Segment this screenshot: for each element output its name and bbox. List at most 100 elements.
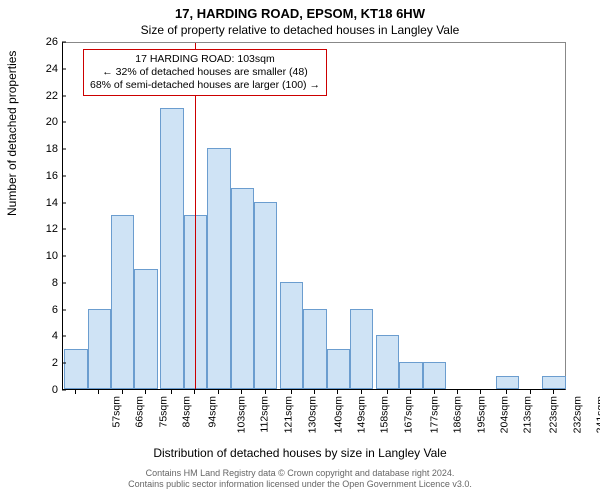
histogram-bar bbox=[327, 349, 350, 389]
x-tick-mark bbox=[506, 390, 507, 394]
y-tick-label: 12 bbox=[28, 223, 58, 235]
x-axis-label: Distribution of detached houses by size … bbox=[0, 446, 600, 460]
y-tick-mark bbox=[62, 68, 66, 69]
x-tick-label: 66sqm bbox=[134, 396, 146, 428]
y-tick-mark bbox=[62, 336, 66, 337]
histogram-bar bbox=[376, 335, 399, 389]
y-tick-mark bbox=[62, 229, 66, 230]
x-tick-mark bbox=[122, 390, 123, 394]
x-tick-mark bbox=[337, 390, 338, 394]
y-tick-mark bbox=[62, 122, 66, 123]
histogram-bar bbox=[496, 376, 519, 389]
x-tick-label: 241sqm bbox=[594, 396, 600, 433]
x-tick-label: 84sqm bbox=[181, 396, 193, 428]
x-tick-label: 130sqm bbox=[306, 396, 318, 433]
y-tick-label: 24 bbox=[28, 63, 58, 75]
x-tick-label: 204sqm bbox=[498, 396, 510, 433]
x-tick-mark bbox=[145, 390, 146, 394]
info-line-2: ← 32% of detached houses are smaller (48… bbox=[90, 66, 320, 79]
reference-info-box: 17 HARDING ROAD: 103sqm ← 32% of detache… bbox=[83, 49, 327, 96]
x-tick-mark bbox=[218, 390, 219, 394]
y-tick-label: 10 bbox=[28, 250, 58, 262]
x-tick-mark bbox=[98, 390, 99, 394]
plot-area: 17 HARDING ROAD: 103sqm ← 32% of detache… bbox=[62, 42, 566, 390]
x-tick-label: 177sqm bbox=[428, 396, 440, 433]
chart-title-sub: Size of property relative to detached ho… bbox=[0, 23, 600, 37]
x-tick-label: 232sqm bbox=[571, 396, 583, 433]
histogram-bar bbox=[542, 376, 565, 389]
x-tick-mark bbox=[457, 390, 458, 394]
histogram-bar bbox=[134, 269, 157, 389]
y-tick-mark bbox=[62, 149, 66, 150]
x-tick-label: 186sqm bbox=[451, 396, 463, 433]
y-tick-mark bbox=[62, 363, 66, 364]
y-tick-label: 22 bbox=[28, 90, 58, 102]
y-tick-mark bbox=[62, 390, 66, 391]
y-tick-label: 20 bbox=[28, 116, 58, 128]
x-tick-mark bbox=[171, 390, 172, 394]
x-tick-mark bbox=[75, 390, 76, 394]
histogram-bar bbox=[303, 309, 326, 389]
y-tick-label: 26 bbox=[28, 36, 58, 48]
property-size-histogram: 17, HARDING ROAD, EPSOM, KT18 6HW Size o… bbox=[0, 0, 600, 500]
y-tick-label: 8 bbox=[28, 277, 58, 289]
x-tick-label: 167sqm bbox=[402, 396, 414, 433]
footer-line-1: Contains HM Land Registry data © Crown c… bbox=[0, 468, 600, 479]
x-tick-mark bbox=[553, 390, 554, 394]
x-tick-label: 57sqm bbox=[111, 396, 123, 428]
chart-title-main: 17, HARDING ROAD, EPSOM, KT18 6HW bbox=[0, 6, 600, 21]
x-tick-mark bbox=[387, 390, 388, 394]
y-axis-label: Number of detached properties bbox=[5, 51, 19, 216]
y-tick-label: 14 bbox=[28, 197, 58, 209]
x-tick-mark bbox=[265, 390, 266, 394]
x-tick-mark bbox=[361, 390, 362, 394]
histogram-bar bbox=[423, 362, 446, 389]
x-tick-label: 223sqm bbox=[548, 396, 560, 433]
x-tick-mark bbox=[314, 390, 315, 394]
x-tick-label: 103sqm bbox=[236, 396, 248, 433]
x-tick-label: 213sqm bbox=[522, 396, 534, 433]
y-tick-label: 6 bbox=[28, 304, 58, 316]
histogram-bar bbox=[399, 362, 422, 389]
x-tick-mark bbox=[194, 390, 195, 394]
y-tick-label: 0 bbox=[28, 384, 58, 396]
x-tick-label: 158sqm bbox=[379, 396, 391, 433]
y-tick-label: 4 bbox=[28, 330, 58, 342]
y-tick-mark bbox=[62, 202, 66, 203]
x-tick-mark bbox=[434, 390, 435, 394]
x-tick-mark bbox=[480, 390, 481, 394]
histogram-bar bbox=[64, 349, 87, 389]
x-tick-mark bbox=[530, 390, 531, 394]
y-tick-mark bbox=[62, 42, 66, 43]
histogram-bar bbox=[207, 148, 230, 389]
x-tick-label: 112sqm bbox=[258, 396, 270, 433]
y-tick-label: 18 bbox=[28, 143, 58, 155]
x-tick-label: 149sqm bbox=[355, 396, 367, 433]
y-tick-mark bbox=[62, 175, 66, 176]
histogram-bar bbox=[88, 309, 111, 389]
x-tick-mark bbox=[291, 390, 292, 394]
info-line-1: 17 HARDING ROAD: 103sqm bbox=[90, 53, 320, 66]
y-tick-mark bbox=[62, 95, 66, 96]
histogram-bar bbox=[280, 282, 303, 389]
x-tick-label: 94sqm bbox=[207, 396, 219, 428]
histogram-bar bbox=[231, 188, 254, 389]
y-tick-label: 2 bbox=[28, 357, 58, 369]
x-tick-label: 140sqm bbox=[332, 396, 344, 433]
info-line-3: 68% of semi-detached houses are larger (… bbox=[90, 79, 320, 92]
x-tick-mark bbox=[241, 390, 242, 394]
y-tick-mark bbox=[62, 256, 66, 257]
y-tick-mark bbox=[62, 282, 66, 283]
x-tick-label: 75sqm bbox=[157, 396, 169, 428]
footer-line-2: Contains public sector information licen… bbox=[0, 479, 600, 490]
x-tick-label: 195sqm bbox=[475, 396, 487, 433]
histogram-bar bbox=[111, 215, 134, 389]
y-tick-mark bbox=[62, 309, 66, 310]
footer-attribution: Contains HM Land Registry data © Crown c… bbox=[0, 468, 600, 490]
y-tick-label: 16 bbox=[28, 170, 58, 182]
histogram-bar bbox=[254, 202, 277, 389]
x-tick-label: 121sqm bbox=[283, 396, 295, 433]
histogram-bar bbox=[350, 309, 373, 389]
x-tick-mark bbox=[410, 390, 411, 394]
histogram-bar bbox=[160, 108, 183, 389]
